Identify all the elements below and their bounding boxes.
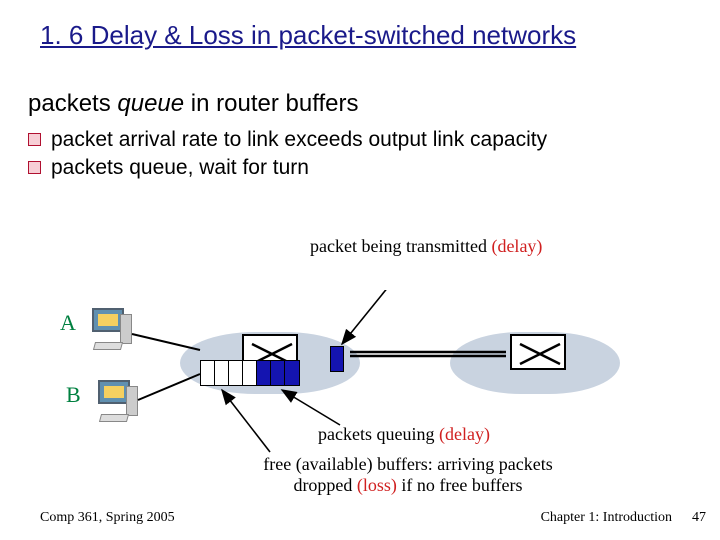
buffer-slot bbox=[229, 361, 243, 385]
slide-title: 1. 6 Delay & Loss in packet-switched net… bbox=[40, 20, 576, 51]
keyboard-icon bbox=[99, 414, 129, 422]
annot-free-line2: dropped (loss) if no free buffers bbox=[218, 475, 598, 496]
annot-transmit: packet being transmitted (delay) bbox=[310, 236, 542, 257]
footer-chapter: Chapter 1: Introduction bbox=[541, 510, 672, 526]
bullet-item: packets queue, wait for turn bbox=[28, 156, 547, 180]
annot-transmit-text: packet being transmitted bbox=[310, 236, 491, 256]
buffer-queue bbox=[200, 360, 300, 386]
router-right bbox=[510, 334, 566, 370]
buffer-slot-full bbox=[257, 361, 271, 385]
tower-icon bbox=[126, 386, 138, 416]
bullet-marker-icon bbox=[28, 133, 41, 146]
footer-page-number: 47 bbox=[692, 510, 706, 526]
subhead-post: in router buffers bbox=[184, 90, 358, 117]
bullet-marker-icon bbox=[28, 161, 41, 174]
transmitting-packet bbox=[330, 346, 344, 372]
bullet-text: packets queue, wait for turn bbox=[51, 156, 309, 180]
annot-transmit-red: (delay) bbox=[491, 236, 542, 256]
keyboard-icon bbox=[93, 342, 123, 350]
bullet-item: packet arrival rate to link exceeds outp… bbox=[28, 128, 547, 152]
annot-free-l2-post: if no free buffers bbox=[397, 475, 523, 495]
annot-free-l2-red: (loss) bbox=[357, 475, 397, 495]
host-a-icon bbox=[86, 308, 132, 350]
host-b-icon bbox=[92, 380, 138, 422]
subhead-pre: packets bbox=[28, 90, 117, 117]
buffer-slot-full bbox=[285, 361, 299, 385]
bullet-list: packet arrival rate to link exceeds outp… bbox=[28, 128, 547, 184]
tower-icon bbox=[120, 314, 132, 344]
annot-free-buffers: free (available) buffers: arriving packe… bbox=[218, 454, 598, 496]
bullet-text: packet arrival rate to link exceeds outp… bbox=[51, 128, 547, 152]
buffer-slot bbox=[201, 361, 215, 385]
buffer-slot bbox=[243, 361, 257, 385]
subhead-italic: queue bbox=[117, 90, 184, 117]
router-cross-icon bbox=[512, 336, 568, 372]
buffer-slot bbox=[215, 361, 229, 385]
buffer-slot-full bbox=[271, 361, 285, 385]
network-diagram bbox=[50, 290, 670, 460]
subheading: packets queue in router buffers bbox=[28, 90, 358, 118]
annot-free-l2-pre: dropped bbox=[293, 475, 356, 495]
footer-course: Comp 361, Spring 2005 bbox=[40, 510, 175, 526]
